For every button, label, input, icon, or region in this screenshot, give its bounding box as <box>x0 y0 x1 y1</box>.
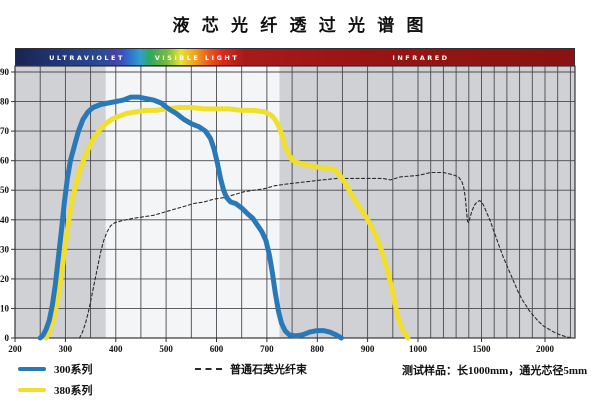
y-tick-label: 70 <box>0 126 10 136</box>
page-title: 液 芯 光 纤 透 过 光 谱 图 <box>172 16 428 35</box>
x-tick-label: 600 <box>210 344 224 354</box>
series-line-series-380 <box>43 105 411 341</box>
legend-label-quartz-fiber: 普通石英光纤束 <box>230 364 307 376</box>
y-tick-label: 0 <box>5 333 10 343</box>
x-tick-label: 800 <box>311 344 325 354</box>
legend-label-300-series: 300系列 <box>54 364 93 376</box>
spectrum-label-infrared: INFRARED <box>392 54 450 62</box>
y-tick-label: 40 <box>0 215 10 225</box>
legend-label-380-series: 380系列 <box>54 385 93 397</box>
legend-swatch-380-series <box>18 388 46 392</box>
series-line-quartz-fiber <box>78 171 573 339</box>
x-tick-label: 900 <box>361 344 375 354</box>
y-tick-label: 80 <box>0 97 10 107</box>
legend-item-300-series: 300系列 <box>18 362 93 376</box>
test-sample-note: 测试样品：长1000mm，通光芯径5mm <box>402 365 588 377</box>
legend-swatch-quartz-fiber <box>195 368 222 370</box>
series-line-series-300 <box>37 94 344 341</box>
spectrum-label-ultraviolet: ULTRAVIOLET <box>49 54 125 62</box>
x-tick-label: 1000 <box>409 344 428 354</box>
y-tick-label: 10 <box>0 303 10 313</box>
y-tick-label: 30 <box>0 244 10 254</box>
y-tick-label: 20 <box>0 274 10 284</box>
x-tick-label: 2000 <box>536 344 555 354</box>
legend-swatch-300-series <box>18 367 46 371</box>
x-tick-label: 1500 <box>473 344 492 354</box>
y-tick-label: 50 <box>0 185 10 195</box>
x-tick-label: 400 <box>109 344 123 354</box>
legend-item-380-series: 380系列 <box>18 383 93 397</box>
legend-item-quartz-fiber: 普通石英光纤束 <box>195 362 307 376</box>
y-tick-label: 60 <box>0 156 10 166</box>
spectrum-label-visible-light: VISIBLE LIGHT <box>154 54 240 62</box>
x-tick-label: 300 <box>59 344 73 354</box>
x-tick-label: 500 <box>159 344 173 354</box>
x-tick-label: 700 <box>260 344 274 354</box>
y-tick-label: 90 <box>0 67 10 77</box>
x-tick-label: 200 <box>8 344 22 354</box>
